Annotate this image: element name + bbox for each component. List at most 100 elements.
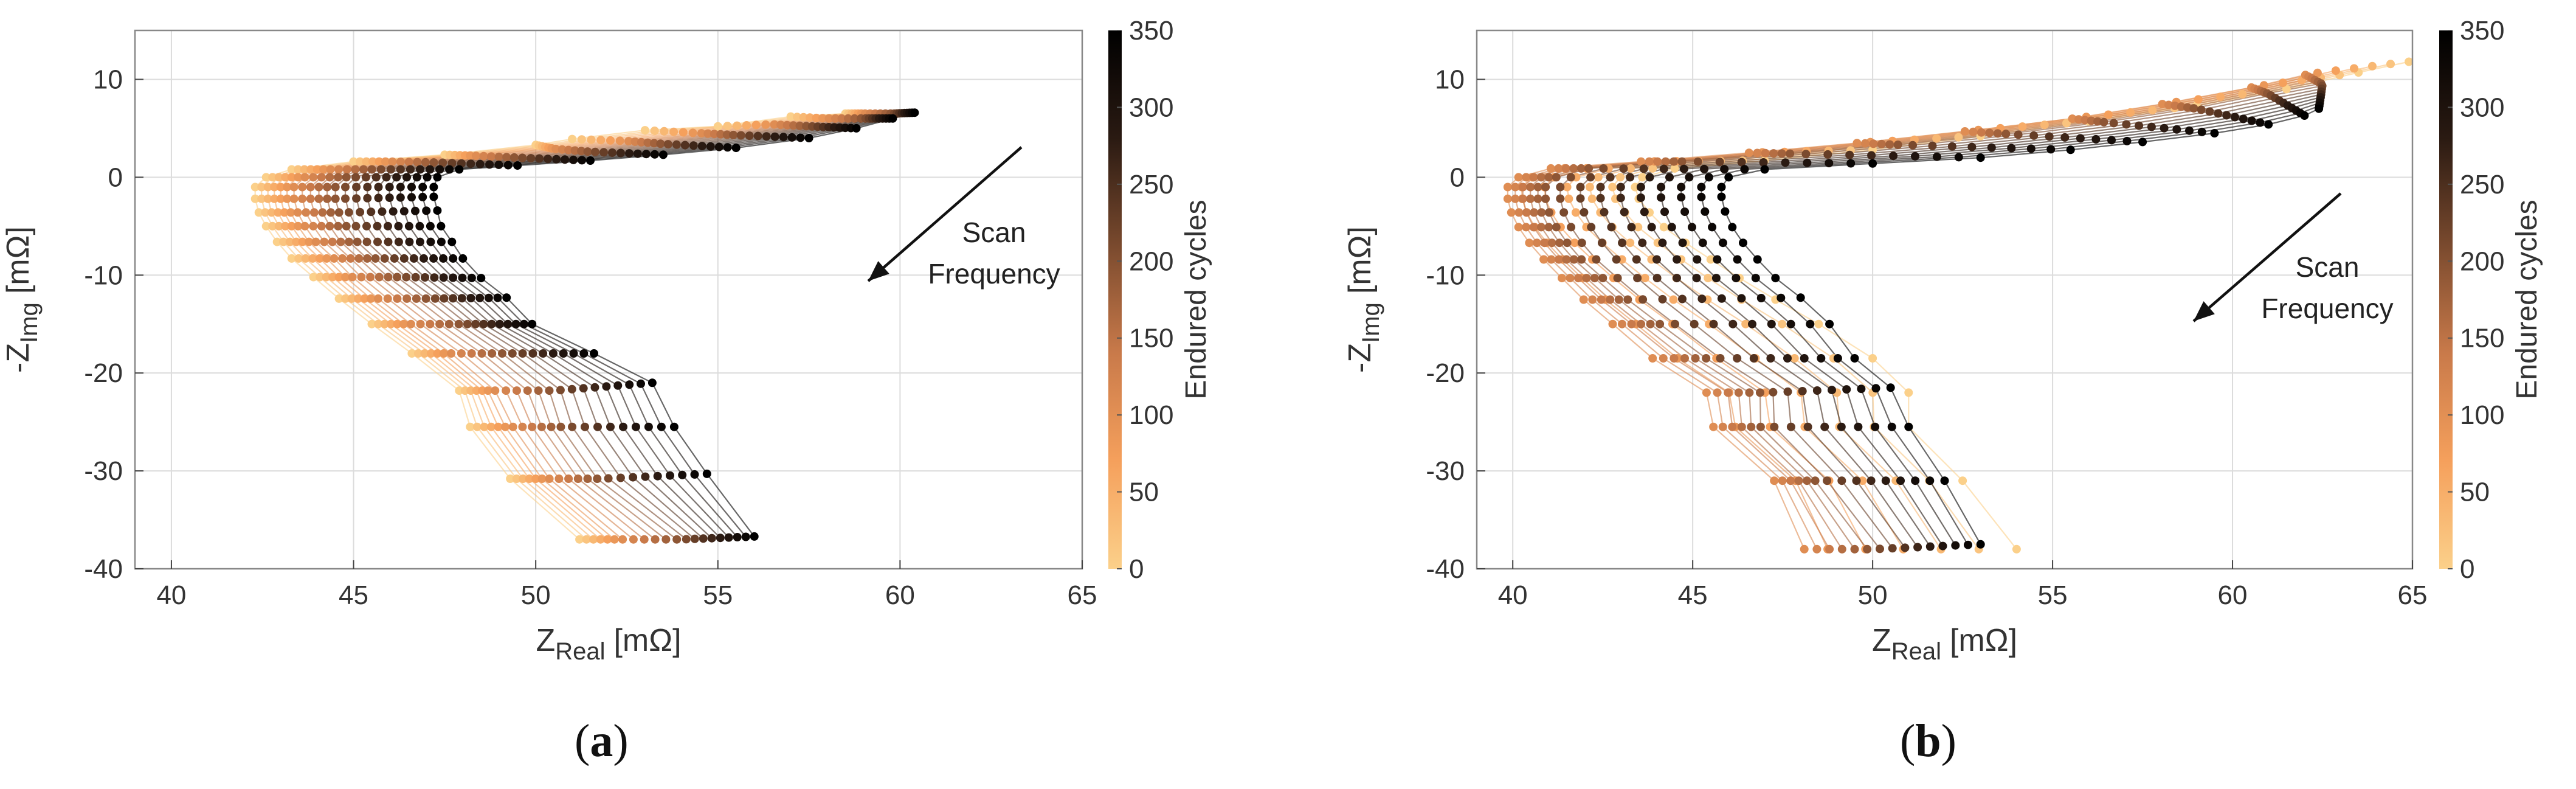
data-point (1938, 541, 1947, 551)
data-point (564, 145, 573, 155)
data-point (508, 349, 517, 358)
data-point (1677, 182, 1686, 192)
data-point (552, 155, 561, 164)
data-point (1633, 274, 1642, 283)
data-point (311, 237, 320, 246)
data-point (421, 273, 429, 282)
data-point (713, 122, 722, 131)
data-point (356, 207, 365, 217)
data-point (511, 319, 520, 328)
data-point (2007, 144, 2016, 153)
data-point (496, 319, 504, 328)
data-point (1901, 543, 1910, 552)
data-point (360, 294, 369, 303)
x-tick-label: 65 (1068, 580, 1097, 610)
data-point (545, 386, 554, 395)
data-point (723, 143, 732, 152)
data-point (261, 208, 270, 217)
data-point (1913, 543, 1922, 552)
data-point (559, 349, 568, 358)
data-point (330, 254, 339, 263)
data-point (363, 254, 371, 263)
data-point (513, 386, 521, 395)
data-point (1717, 192, 1726, 201)
data-point (2185, 126, 2194, 135)
data-point (315, 254, 324, 263)
data-point (1685, 173, 1694, 182)
data-point (745, 131, 754, 141)
data-point (1541, 194, 1550, 203)
data-point (1925, 542, 1935, 551)
data-point (650, 150, 659, 159)
data-point (806, 113, 815, 122)
data-point (380, 319, 389, 328)
y-tick-label: -30 (84, 456, 123, 486)
data-point (1871, 384, 1880, 393)
x-tick-label: 40 (156, 580, 186, 610)
data-point (263, 182, 272, 192)
data-point (535, 154, 544, 163)
data-point (2210, 129, 2219, 137)
colorbar (1108, 30, 1122, 569)
data-point (374, 319, 382, 328)
data-point (439, 273, 448, 282)
data-point (1533, 194, 1542, 203)
data-point (486, 422, 496, 431)
data-point (1566, 274, 1575, 283)
data-point (2126, 108, 2135, 117)
data-point (1863, 544, 1872, 554)
data-point (472, 422, 482, 431)
data-point (1532, 238, 1541, 248)
data-point (2080, 116, 2090, 125)
data-point (342, 221, 351, 231)
data-point (1803, 158, 1812, 167)
data-point (1734, 388, 1743, 397)
data-point (475, 159, 485, 169)
data-point (666, 471, 674, 480)
data-point (1537, 223, 1545, 232)
data-point (703, 129, 713, 138)
data-point (1825, 319, 1834, 328)
data-point (416, 319, 425, 328)
data-point (1670, 164, 1679, 173)
data-point (1552, 223, 1561, 232)
data-point (381, 157, 390, 166)
data-point (1693, 255, 1702, 264)
data-point (1576, 182, 1585, 192)
data-point (1724, 388, 1733, 397)
data-point (1597, 295, 1606, 304)
data-point (850, 114, 859, 123)
data-point (1876, 544, 1884, 554)
colorbar-tick-label: 200 (1129, 246, 1173, 276)
data-point (484, 293, 493, 302)
data-point (1853, 139, 1862, 148)
data-point (1766, 354, 1775, 363)
data-point (382, 173, 391, 182)
data-point (2264, 120, 2273, 129)
data-point (1580, 208, 1589, 217)
data-point (267, 208, 276, 217)
data-point (770, 120, 779, 129)
data-point (1728, 422, 1737, 431)
data-point (596, 535, 605, 544)
data-point (263, 194, 272, 203)
data-point (641, 472, 650, 481)
data-point (1691, 354, 1700, 363)
data-point (812, 113, 821, 122)
data-point (1881, 476, 1890, 485)
data-point (1811, 476, 1820, 485)
data-point (429, 158, 438, 167)
series-line (1721, 108, 2319, 545)
data-point (1652, 274, 1662, 283)
data-point (449, 294, 458, 303)
data-point (593, 422, 602, 431)
data-point (354, 294, 362, 303)
data-point (888, 114, 897, 123)
data-point (619, 422, 627, 431)
data-point (1718, 422, 1727, 431)
data-point (1556, 194, 1565, 203)
data-point (2018, 122, 2027, 131)
data-point (799, 113, 808, 122)
data-point (519, 474, 528, 483)
